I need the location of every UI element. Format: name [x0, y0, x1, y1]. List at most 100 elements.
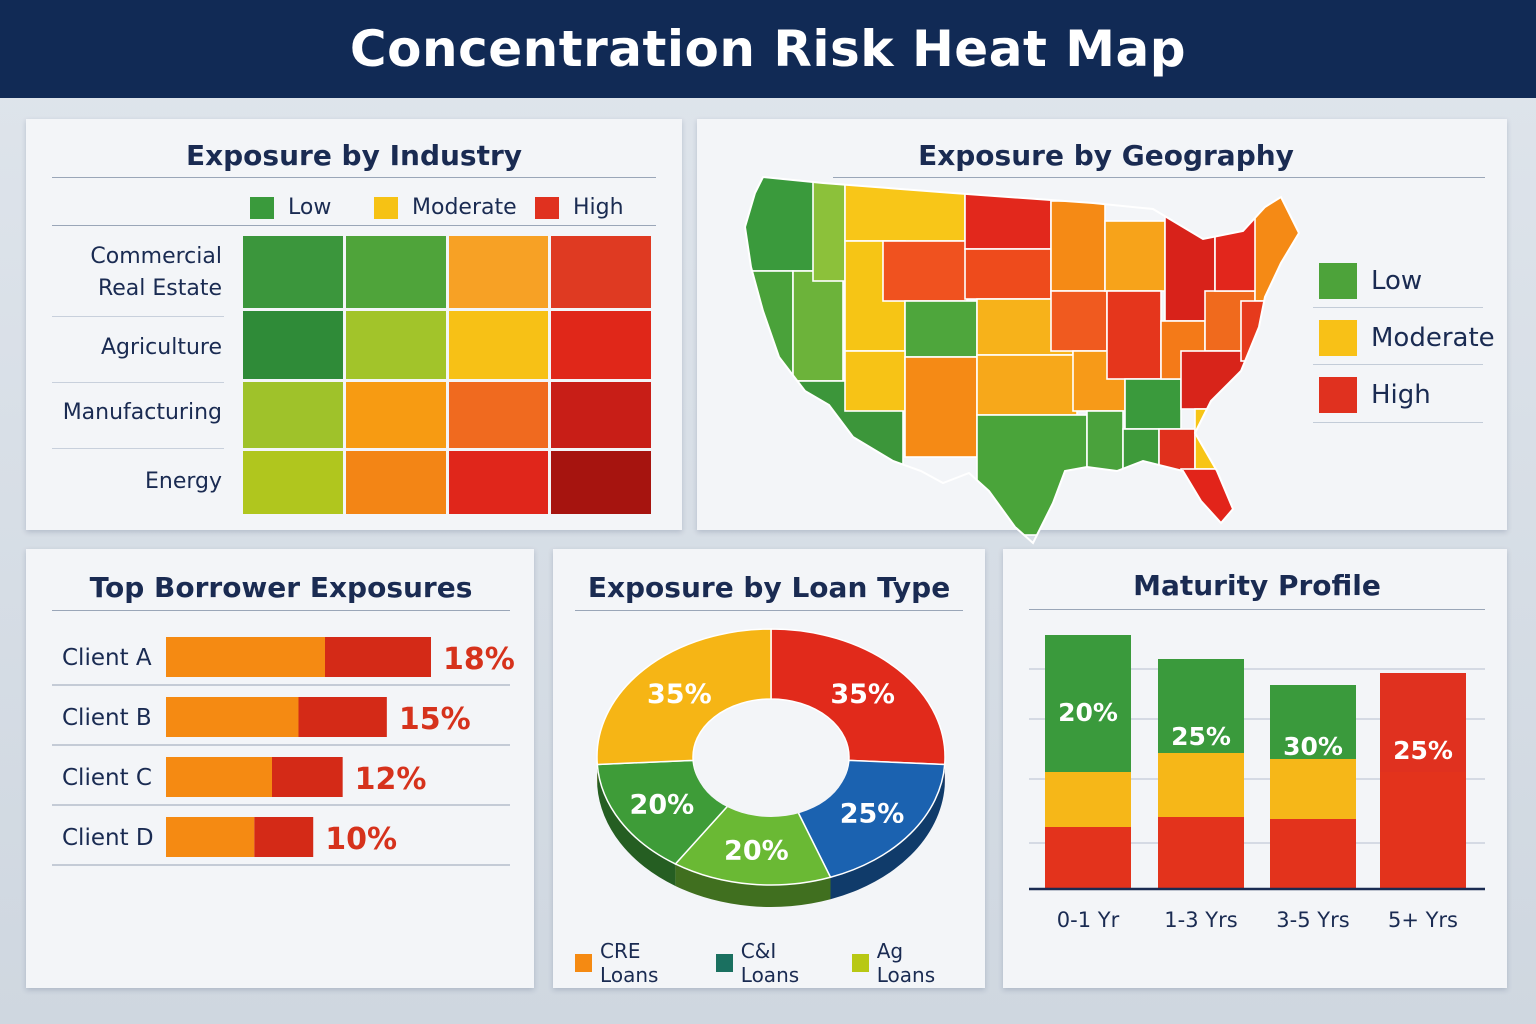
heatmap-cell: [345, 236, 446, 308]
borrower-bar-chart: Client A 18% Client B 15% Client C 12% Client …: [52, 637, 515, 866]
industry-panel: Exposure by Industry Low Moderate High C…: [26, 119, 682, 530]
us-exposure-map: [743, 175, 1301, 545]
geo-legend-low: Low: [1319, 263, 1422, 299]
maturity-bar-top: [1270, 685, 1356, 759]
donut-slice-side: [675, 863, 831, 907]
legend-swatch-moderate: [1319, 320, 1357, 356]
industry-row-labels: Commercial Real Estate Agriculture Manuf…: [46, 231, 224, 521]
row-label-energy: Energy: [144, 469, 222, 494]
donut-slice-label: 25%: [840, 799, 905, 830]
legend-swatch-cre: [575, 954, 593, 972]
loantype-legend: CRE Loans C&I Loans Ag Loans: [575, 939, 963, 987]
borrower-bar-segment-red: [325, 637, 431, 677]
heatmap-cell: [345, 451, 446, 514]
row-divider: [52, 448, 224, 449]
borrower-bar-segment-orange: [166, 637, 325, 677]
industry-legend-high: High: [535, 195, 624, 220]
borrower-title: Top Borrower Exposures: [89, 571, 473, 604]
heatmap-cell: [345, 382, 446, 448]
heatmap-cell: [448, 311, 549, 379]
maturity-bar-top: [1045, 635, 1131, 772]
maturity-value-label: 30%: [1283, 732, 1343, 761]
donut-slice: [596, 628, 772, 766]
donut-slice-label: 35%: [647, 679, 712, 710]
donut-slice: [770, 628, 946, 766]
page-title: Concentration Risk Heat Map: [349, 20, 1187, 78]
row-label-manufacturing: Manufacturing: [62, 400, 222, 425]
borrower-value-label: 10%: [325, 822, 397, 857]
geo-legend-rule: [1313, 364, 1483, 365]
row-label-agriculture: Agriculture: [101, 335, 222, 360]
donut-slice-side: [597, 764, 676, 886]
industry-legend-rule: [52, 225, 656, 226]
geo-legend-moderate: Moderate: [1319, 320, 1495, 356]
heatmap-cell: [551, 236, 651, 308]
loantype-donut-chart: 35% 25% 20% 20% 35%: [596, 628, 946, 907]
borrower-label: Client A: [62, 645, 152, 671]
borrower-label: Client C: [62, 765, 152, 791]
heatmap-cell: [345, 311, 446, 379]
heatmap-cell: [448, 382, 549, 448]
maturity-bar-top: [1158, 659, 1244, 753]
heatmap-cell: [448, 236, 549, 308]
legend-swatch-low: [1319, 263, 1357, 299]
maturity-bar-mid: [1045, 772, 1131, 827]
maturity-bar-base: [1380, 772, 1466, 889]
heatmap-cell: [551, 382, 651, 448]
donut-slice-label: 20%: [724, 835, 789, 866]
industry-title: Exposure by Industry: [185, 139, 523, 172]
borrower-value-label: 15%: [399, 702, 471, 737]
borrower-panel: Top Borrower Exposures Client A 18% Client…: [26, 549, 534, 988]
loantype-panel: Exposure by Loan Type 35% 25% 20% 20% 35% CR…: [553, 549, 985, 988]
maturity-bar-chart: 20% 0-1 Yr 25% 1-3 Yrs 30% 3-5 Yrs 25% 5+ Yrs: [1029, 635, 1485, 932]
legend-swatch-high: [1319, 377, 1357, 413]
borrower-label: Client D: [62, 825, 154, 851]
legend-swatch-ag: [851, 954, 869, 972]
donut-slice-label: 35%: [830, 679, 895, 710]
maturity-value-label: 25%: [1171, 722, 1231, 751]
borrower-bar-segment-red: [272, 757, 343, 797]
loantype-title: Exposure by Loan Type: [587, 571, 951, 604]
legend-swatch-high: [535, 196, 559, 219]
maturity-title-rule: [1029, 609, 1485, 610]
heatmap-cell: [551, 451, 651, 514]
donut-hole: [694, 705, 848, 817]
borrower-value-label: 18%: [443, 642, 515, 677]
geo-legend-rule: [1313, 307, 1483, 308]
loantype-title-rule: [575, 610, 963, 611]
maturity-category-label: 1-3 Yrs: [1164, 908, 1237, 932]
donut-slice-side: [830, 764, 945, 900]
legend-cre-loans: CRE Loans: [575, 939, 700, 987]
industry-legend-moderate: Moderate: [374, 195, 517, 220]
donut-slice-label: 20%: [630, 790, 695, 821]
maturity-panel: Maturity Profile 20% 0-1 Yr 25% 1-3 Yrs 30% 3…: [1003, 549, 1507, 988]
maturity-title: Maturity Profile: [1133, 569, 1381, 602]
maturity-category-label: 0-1 Yr: [1057, 908, 1120, 932]
maturity-bar-mid: [1158, 753, 1244, 817]
maturity-value-label: 20%: [1058, 698, 1118, 727]
heatmap-cell: [243, 382, 343, 448]
legend-ag-loans: Ag Loans: [851, 939, 963, 987]
maturity-bar-mid: [1270, 759, 1356, 819]
heatmap-cell: [448, 451, 549, 514]
borrower-bar-segment-red: [254, 817, 314, 857]
legend-ci-loans: C&I Loans: [715, 939, 836, 987]
legend-swatch-moderate: [374, 196, 398, 219]
industry-heatmap-grid: [243, 236, 651, 514]
row-label-cre: Commercial Real Estate: [90, 244, 222, 301]
heatmap-cell: [243, 311, 343, 379]
geography-title-rule: [833, 177, 1485, 178]
row-divider: [52, 316, 224, 317]
row-divider: [52, 382, 224, 383]
legend-swatch-low: [250, 196, 274, 219]
page-header: Concentration Risk Heat Map: [0, 0, 1536, 98]
borrower-label: Client B: [62, 705, 152, 731]
borrower-bar-segment-red: [298, 697, 387, 737]
heatmap-cell: [243, 451, 343, 514]
borrower-bar-segment-orange: [166, 817, 255, 857]
maturity-bar-top: [1380, 673, 1466, 772]
borrower-value-label: 12%: [355, 762, 427, 797]
maturity-bar-base: [1270, 819, 1356, 889]
geography-title: Exposure by Geography: [918, 139, 1294, 172]
industry-title-rule: [52, 177, 656, 178]
